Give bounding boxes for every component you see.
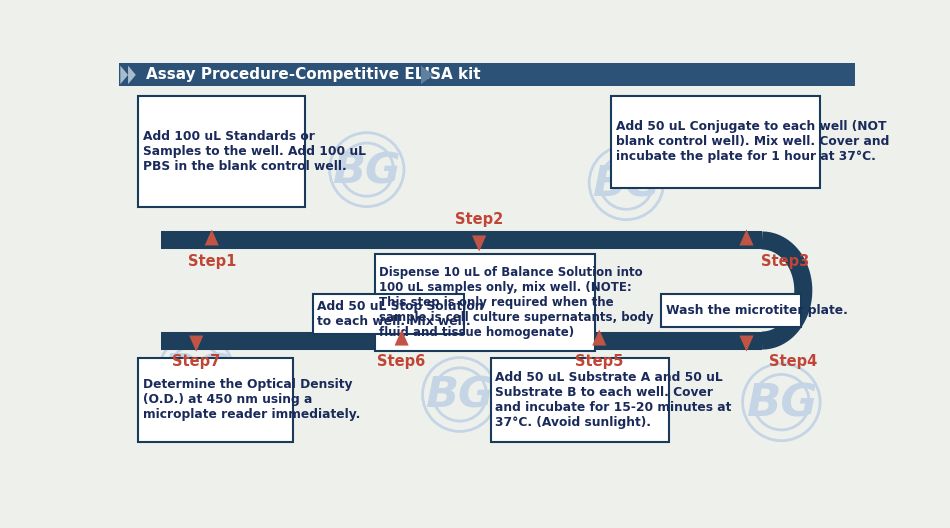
Polygon shape [739,230,753,246]
Text: Step2: Step2 [455,212,504,227]
Polygon shape [121,65,128,84]
FancyBboxPatch shape [138,357,294,442]
Text: BG: BG [162,352,231,394]
Text: Add 100 uL Standards or
Samples to the well. Add 100 uL
PBS in the blank control: Add 100 uL Standards or Samples to the w… [142,130,366,173]
Text: Add 50 uL Substrate A and 50 uL
Substrate B to each well. Cover
and incubate for: Add 50 uL Substrate A and 50 uL Substrat… [495,371,732,429]
Text: BG: BG [426,375,494,417]
Text: BG: BG [332,150,401,192]
Polygon shape [472,235,486,251]
Polygon shape [189,336,203,352]
FancyBboxPatch shape [138,96,305,208]
Text: Step7: Step7 [172,354,220,370]
Polygon shape [204,230,218,246]
Text: Step6: Step6 [377,354,426,370]
Text: Wash the microtiter plate.: Wash the microtiter plate. [666,304,847,317]
FancyBboxPatch shape [611,96,820,188]
Text: Step4: Step4 [769,354,817,370]
FancyBboxPatch shape [661,295,801,327]
FancyBboxPatch shape [119,63,855,87]
Polygon shape [739,336,753,352]
FancyBboxPatch shape [491,357,669,442]
Text: Dispense 10 uL of Balance Solution into
100 uL samples only, mix well. (NOTE:
Th: Dispense 10 uL of Balance Solution into … [379,266,654,339]
Text: Step3: Step3 [761,254,809,269]
Text: Step5: Step5 [575,354,623,370]
Polygon shape [128,65,136,84]
FancyBboxPatch shape [313,295,464,334]
Text: Add 50 uL Conjugate to each well (NOT
blank control well). Mix well. Cover and
i: Add 50 uL Conjugate to each well (NOT bl… [616,120,889,163]
Text: Determine the Optical Density
(O.D.) at 450 nm using a
microplate reader immedia: Determine the Optical Density (O.D.) at … [142,379,360,421]
Polygon shape [421,65,433,84]
Text: Add 50 uL Stop Solution
to each well. Mix well.: Add 50 uL Stop Solution to each well. Mi… [317,300,484,328]
Text: BG: BG [592,163,660,205]
Text: Assay Procedure-Competitive ELISA kit: Assay Procedure-Competitive ELISA kit [146,68,481,82]
Polygon shape [394,329,408,345]
Text: BG: BG [746,382,817,425]
FancyBboxPatch shape [374,254,596,351]
Polygon shape [592,329,606,345]
Text: Step1: Step1 [187,254,236,269]
